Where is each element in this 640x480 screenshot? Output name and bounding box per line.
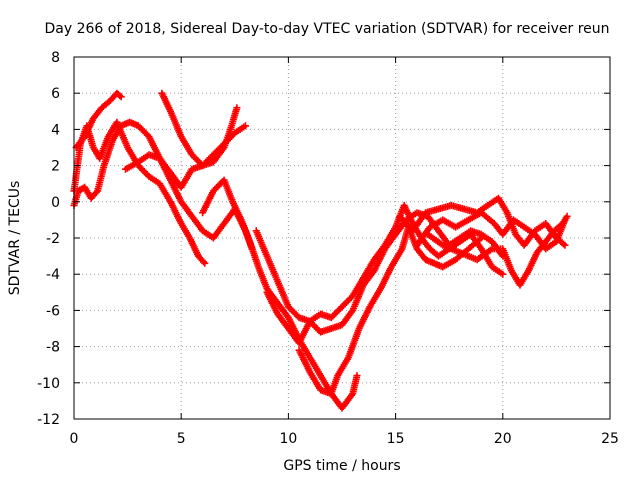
x-tick-label: 25 [601,431,619,447]
y-tick-label: 0 [51,195,60,211]
y-tick-label: 4 [51,122,60,138]
y-tick-label: -6 [46,303,60,319]
series-track [295,223,485,398]
series-track [252,209,507,336]
y-tick-label: 8 [51,50,60,66]
x-tick-label: 5 [177,431,186,447]
plus-markers [72,89,125,151]
grid-lines [74,57,610,419]
plus-markers [396,194,569,249]
y-tick-label: -4 [46,267,60,283]
series-track [72,89,125,151]
y-tick-label: -10 [37,376,60,392]
y-tick-label: 2 [51,159,60,175]
x-tick-labels: 0 5 10 15 20 25 [70,431,619,447]
series-track [413,209,569,253]
y-axis-label: SDTVAR / TECUs [7,181,23,296]
series-track [396,194,569,249]
plus-markers [199,176,361,412]
y-tick-label: -2 [46,231,60,247]
x-axis-label: GPS time / hours [283,458,400,474]
series-track [158,89,241,170]
series-track [199,176,361,412]
x-tick-label: 10 [279,431,297,447]
axis-ticks [73,56,611,420]
x-tick-label: 20 [494,431,512,447]
chart-title: Day 266 of 2018, Sidereal Day-to-day VTE… [44,21,609,37]
plus-markers [158,89,241,170]
y-tick-label: -8 [46,340,60,356]
plus-markers [252,209,507,336]
y-tick-label: -12 [37,412,60,428]
y-tick-labels: 8 6 4 2 0 -2 -4 -6 -8 -10 -12 [37,50,60,428]
x-tick-label: 15 [387,431,405,447]
plus-markers [295,223,485,398]
plus-markers [413,209,569,253]
y-tick-label: 6 [51,86,60,102]
x-tick-label: 0 [70,431,79,447]
data-points [70,89,571,412]
